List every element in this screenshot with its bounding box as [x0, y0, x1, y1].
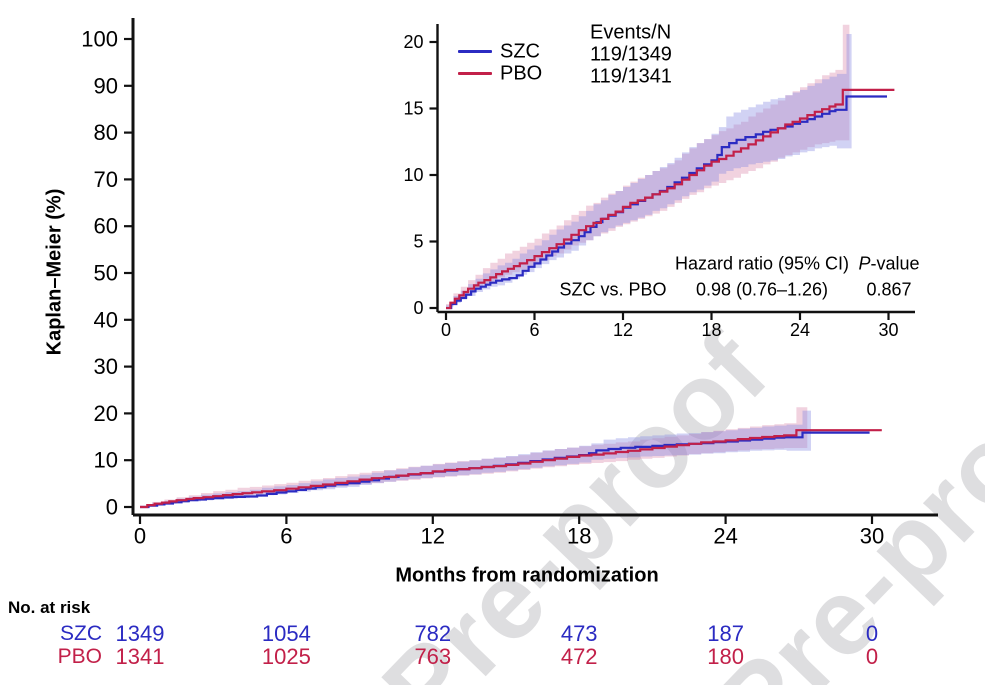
risk-count-szc-m12: 782 [414, 621, 452, 646]
hazard-ratio-value: 0.98 (0.76–1.26) [695, 279, 829, 300]
y-tick-label: 5 [413, 232, 423, 252]
x-tick-label: 0 [441, 320, 451, 340]
events-n-pbo: 119/1341 [590, 65, 672, 88]
risk-count-pbo-m6: 1025 [261, 644, 311, 669]
y-tick-label: 15 [403, 99, 423, 119]
p-italic: P [858, 253, 871, 274]
legend-swatch-pbo [458, 72, 492, 75]
risk-count-szc-m30: 0 [865, 621, 879, 646]
x-tick-label: 6 [529, 320, 539, 340]
ci-band-pbo [140, 407, 808, 507]
x-tick-label: 0 [134, 523, 146, 548]
y-tick-label: 60 [94, 214, 118, 239]
risk-count-szc-m24: 187 [707, 621, 744, 646]
risk-count-pbo-m18: 472 [560, 644, 598, 669]
legend-label-szc: SZC [500, 40, 540, 63]
risk-row-label-pbo: PBO [57, 645, 102, 668]
legend-label-pbo: PBO [500, 62, 543, 85]
comparison-label: SZC vs. PBO [559, 279, 667, 300]
risk-table-title: No. at risk [8, 598, 91, 617]
hazard-ratio-header: Hazard ratio (95% CI) [674, 253, 850, 274]
y-tick-label: 0 [106, 494, 118, 519]
risk-count-pbo-m0: 1341 [115, 644, 165, 669]
y-tick-label: 70 [94, 167, 118, 192]
y-tick-label: 20 [403, 32, 423, 52]
ci-band-szc [140, 410, 811, 507]
x-tick-label: 18 [567, 523, 591, 548]
y-tick-label: 0 [413, 298, 423, 318]
risk-count-pbo-m24: 180 [707, 644, 744, 669]
km-curve-pbo [446, 88, 895, 310]
p-rest: -value [870, 253, 920, 274]
y-tick-label: 100 [81, 26, 118, 51]
y-tick-label: 90 [94, 73, 118, 98]
p-value-header: P-value [858, 254, 919, 275]
x-tick-label: 24 [790, 320, 810, 340]
x-tick-label: 18 [701, 320, 721, 340]
y-tick-label: 80 [94, 120, 118, 145]
inset-panel: 0 6 12 18 24 30 0 5 10 15 20 [403, 24, 915, 340]
axis-lines [436, 24, 915, 314]
x-tick-label: 12 [613, 320, 633, 340]
km-curve-pbo [140, 429, 882, 509]
x-tick-label: 30 [878, 320, 898, 340]
x-tick-label: 12 [421, 523, 445, 548]
y-tick-label: 30 [94, 354, 118, 379]
risk-count-pbo-m12: 763 [414, 644, 452, 669]
risk-count-szc-m6: 1054 [261, 621, 311, 646]
x-axis-title: Months from randomization [395, 564, 659, 587]
y-tick-label: 50 [94, 260, 118, 285]
events-n-szc: 119/1349 [590, 43, 672, 66]
y-tick-label: 20 [94, 401, 118, 426]
p-value: 0.867 [866, 279, 912, 300]
risk-count-szc-m18: 473 [560, 621, 598, 646]
x-tick-label: 24 [713, 523, 737, 548]
y-axis-title: Kaplan–Meier (%) [43, 188, 66, 356]
y-tick-label: 40 [94, 307, 118, 332]
y-tick-label: 10 [403, 165, 423, 185]
risk-count-pbo-m30: 0 [865, 644, 879, 669]
risk-count-szc-m0: 1349 [115, 621, 165, 646]
axis-lines [131, 18, 938, 517]
risk-row-label-szc: SZC [60, 622, 102, 645]
legend-swatch-szc [458, 50, 492, 53]
events-n-header: Events/N [590, 21, 672, 44]
ci-band-pbo [446, 24, 850, 308]
y-tick-label: 10 [94, 448, 118, 473]
x-tick-label: 6 [280, 523, 292, 548]
x-tick-label: 30 [860, 523, 884, 548]
